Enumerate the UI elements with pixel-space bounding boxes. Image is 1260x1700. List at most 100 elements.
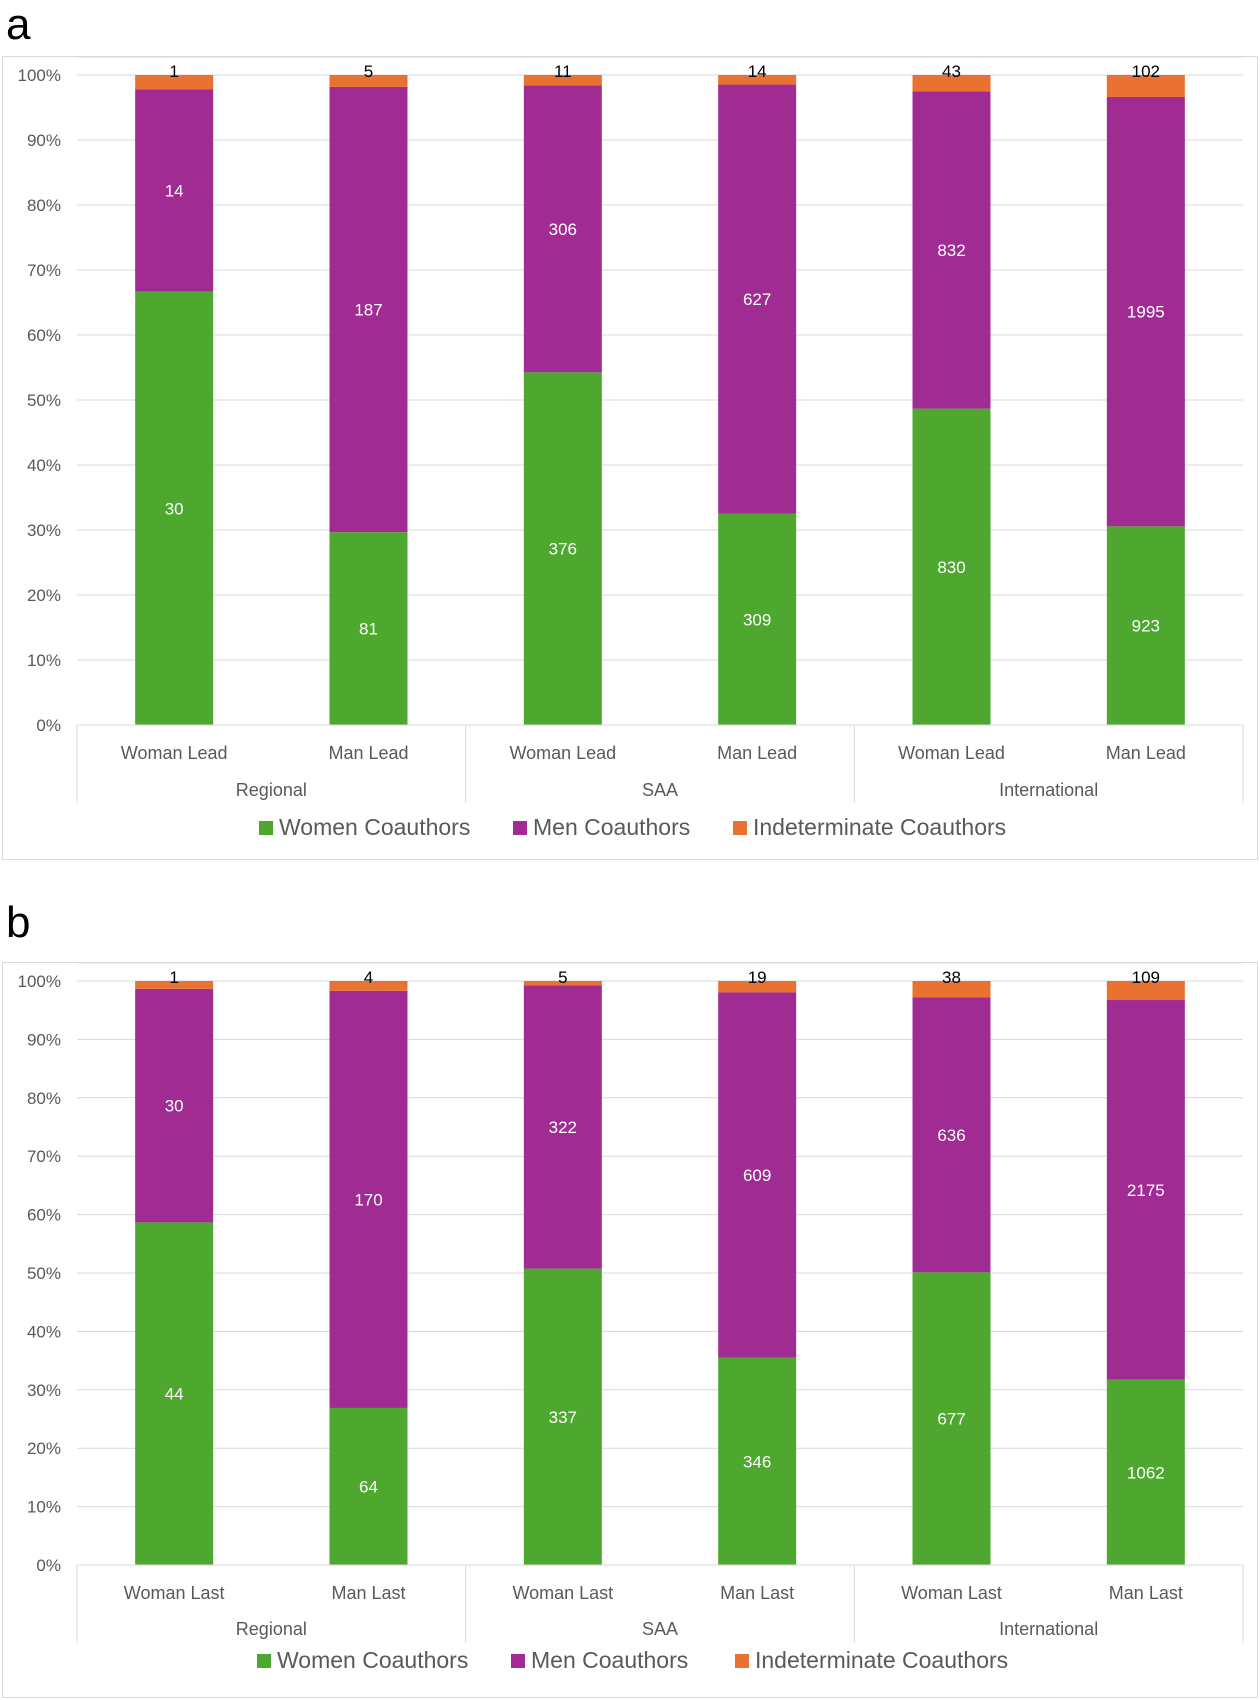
chart-b-data-label: 38: [942, 968, 961, 987]
chart-b-category-label: Man Last: [720, 1583, 794, 1603]
chart-b-bar-segment: [329, 981, 408, 991]
chart-b-group-label: SAA: [642, 1619, 678, 1639]
chart-a-bar-segment: [523, 372, 602, 725]
chart-a-ytick-label: 0%: [36, 716, 61, 735]
chart-a-ytick-label: 70%: [27, 261, 61, 280]
chart-b-category-label: Woman Last: [512, 1583, 613, 1603]
chart-b-category-label: Woman Last: [124, 1583, 225, 1603]
chart-a-data-label: 1995: [1127, 303, 1165, 322]
chart-a-data-label: 11: [554, 62, 572, 81]
chart-b-ytick-label: 20%: [27, 1439, 61, 1458]
chart-a-bar-segment: [718, 84, 797, 514]
chart-a-legend-label: Women Coauthors: [279, 814, 470, 840]
chart-b-data-label: 1062: [1127, 1463, 1165, 1482]
chart-b-legend-label: Women Coauthors: [277, 1647, 468, 1673]
chart-b-bar-segment: [718, 992, 797, 1358]
chart-a-data-label: 830: [937, 558, 965, 577]
panel-label-a: a: [6, 0, 31, 49]
chart-b-ytick-label: 0%: [36, 1556, 61, 1575]
chart-a-ytick-label: 60%: [27, 326, 61, 345]
chart-a-bar-segment: [329, 86, 408, 533]
chart-b-data-label: 109: [1132, 968, 1160, 987]
chart-a-data-label: 306: [549, 220, 577, 239]
chart-a-category-label: Woman Lead: [898, 743, 1005, 763]
chart-a-data-label: 81: [359, 620, 378, 639]
chart-b-data-label: 4: [364, 968, 373, 987]
chart-b-bar-segment: [718, 981, 797, 993]
chart-b-data-label: 609: [743, 1166, 771, 1185]
chart-a-bar-segment: [912, 408, 991, 725]
chart-b-data-label: 346: [743, 1452, 771, 1471]
chart-a-category-label: Man Lead: [1106, 743, 1186, 763]
chart-b-bar-segment: [523, 981, 602, 986]
chart-a-data-label: 376: [549, 540, 577, 559]
chart-b-bar-segment: [1106, 1000, 1185, 1380]
chart-a-bar-segment: [523, 75, 602, 86]
chart-b-bar-segment: [523, 1268, 602, 1565]
chart-b-group-label: International: [999, 1619, 1098, 1639]
chart-b-bar-segment: [135, 988, 214, 1223]
chart-b-bar-segment: [1106, 981, 1185, 1001]
chart-b-legend-swatch: [511, 1654, 525, 1668]
chart-a-data-label: 30: [165, 499, 184, 518]
chart-a-bar-segment: [912, 75, 991, 92]
chart-b-category-label: Woman Last: [901, 1583, 1002, 1603]
chart-b-bar-segment: [1106, 1379, 1185, 1565]
chart-a-data-label: 5: [364, 62, 373, 81]
chart-a-bar-segment: [912, 91, 991, 409]
chart-a-data-label: 14: [165, 182, 184, 201]
chart-a-bar-segment: [329, 75, 408, 87]
chart-a-bar-segment: [523, 85, 602, 373]
chart-a-ytick-label: 40%: [27, 456, 61, 475]
chart-b-bar-segment: [329, 990, 408, 1408]
chart-a-bar-segment: [1106, 526, 1185, 725]
chart-a-category-label: Woman Lead: [121, 743, 228, 763]
chart-a-data-label: 43: [942, 62, 961, 81]
chart-b-ytick-label: 70%: [27, 1147, 61, 1166]
chart-a-bar-segment: [718, 513, 797, 725]
chart-b-ytick-label: 90%: [27, 1030, 61, 1049]
chart-a-bar-segment: [718, 75, 797, 85]
chart-b-bar-segment: [912, 1272, 991, 1565]
chart-a-bar-segment: [1106, 75, 1185, 97]
chart-a-bar-segment: [135, 89, 214, 292]
chart-b-ytick-label: 60%: [27, 1206, 61, 1225]
chart-b-bar-segment: [135, 1222, 214, 1565]
chart-b-legend-label: Men Coauthors: [531, 1647, 688, 1673]
chart-b-data-label: 170: [354, 1190, 382, 1209]
chart-b-bar-segment: [523, 985, 602, 1269]
chart-a-legend-swatch: [259, 821, 273, 835]
chart-b-bar-segment: [718, 1357, 797, 1565]
chart-a-legend-swatch: [733, 821, 747, 835]
chart-b-ytick-label: 10%: [27, 1498, 61, 1517]
chart-b-data-label: 5: [558, 968, 567, 987]
chart-a-data-label: 627: [743, 290, 771, 309]
chart-a-legend-swatch: [513, 821, 527, 835]
chart-b-bar-segment: [329, 1407, 408, 1565]
chart-a-category-label: Man Lead: [717, 743, 797, 763]
panel-label-b: b: [6, 898, 31, 947]
chart-a-category-label: Woman Lead: [509, 743, 616, 763]
chart-a-ytick-label: 80%: [27, 196, 61, 215]
chart-a-bar-segment: [329, 532, 408, 725]
chart-a-plot: 0% 10% 20% 30% 40% 50% 60% 70% 80% 90% 100% 30 14 1 Wo…: [18, 57, 1244, 840]
chart-b-group-label: Regional: [236, 1619, 307, 1639]
chart-a-legend-label: Indeterminate Coauthors: [753, 814, 1006, 840]
chart-a-data-label: 309: [743, 610, 771, 629]
chart-b-data-label: 19: [748, 968, 767, 987]
chart-b-plot: 0% 10% 20% 30% 40% 50% 60% 70% 80% 90% 100% 44 30 1 Wo…: [18, 963, 1244, 1673]
chart-b-data-label: 44: [165, 1385, 184, 1404]
chart-a-ytick-label: 50%: [27, 391, 61, 410]
chart-b-data-label: 2175: [1127, 1181, 1165, 1200]
chart-b-category-label: Man Last: [1109, 1583, 1183, 1603]
chart-a-data-label: 14: [748, 62, 767, 81]
chart-b-data-label: 1: [169, 968, 178, 987]
chart-b-category-label: Man Last: [331, 1583, 405, 1603]
chart-a-bar-segment: [135, 291, 214, 725]
chart-b-legend-swatch: [735, 1654, 749, 1668]
chart-b-data-label: 677: [937, 1410, 965, 1429]
chart-a-data-label: 1: [169, 62, 178, 81]
chart-b-data-label: 64: [359, 1477, 378, 1496]
chart-a-ytick-label: 30%: [27, 521, 61, 540]
chart-b-ytick-label: 30%: [27, 1381, 61, 1400]
